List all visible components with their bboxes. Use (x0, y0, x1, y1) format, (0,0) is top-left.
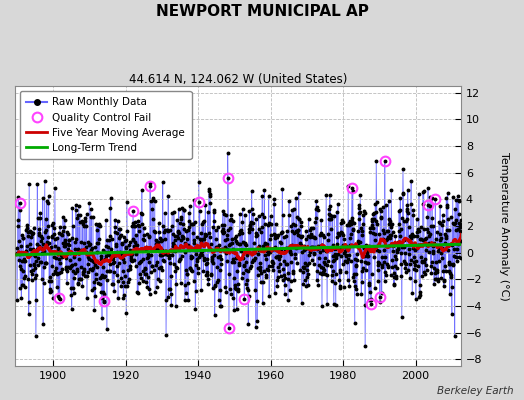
Title: 44.614 N, 124.062 W (United States): 44.614 N, 124.062 W (United States) (129, 73, 347, 86)
Legend: Raw Monthly Data, Quality Control Fail, Five Year Moving Average, Long-Term Tren: Raw Monthly Data, Quality Control Fail, … (20, 91, 191, 159)
Text: NEWPORT MUNICIPAL AP: NEWPORT MUNICIPAL AP (156, 4, 368, 19)
Y-axis label: Temperature Anomaly (°C): Temperature Anomaly (°C) (499, 152, 509, 300)
Text: Berkeley Earth: Berkeley Earth (437, 386, 514, 396)
